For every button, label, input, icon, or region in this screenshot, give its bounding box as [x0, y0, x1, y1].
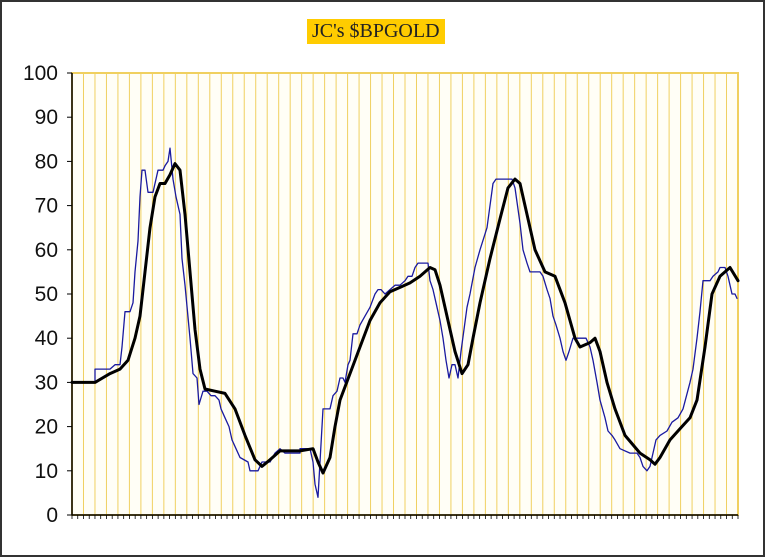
y-tick-label: 70 — [35, 195, 58, 218]
axes: 0 10 20 30 40 50 60 70 80 90 100 — [23, 62, 739, 527]
y-tick-label: 100 — [23, 62, 58, 85]
chart-title: JC's $BPGOLD — [307, 19, 445, 44]
gridlines — [71, 72, 739, 516]
series-line-bpgold — [71, 147, 738, 498]
y-tick-label: 10 — [35, 460, 58, 483]
y-tick-label: 20 — [35, 416, 58, 439]
series-line-smoothed — [70, 162, 740, 475]
y-tick-label: 40 — [35, 327, 58, 350]
series-layer — [70, 147, 740, 498]
y-tick-label: 90 — [35, 106, 58, 129]
y-tick-label: 0 — [46, 504, 58, 527]
y-tick-label: 30 — [35, 371, 58, 394]
y-tick-label: 50 — [35, 283, 58, 306]
y-tick-label: 60 — [35, 239, 58, 262]
y-tick-label: 80 — [35, 150, 58, 173]
